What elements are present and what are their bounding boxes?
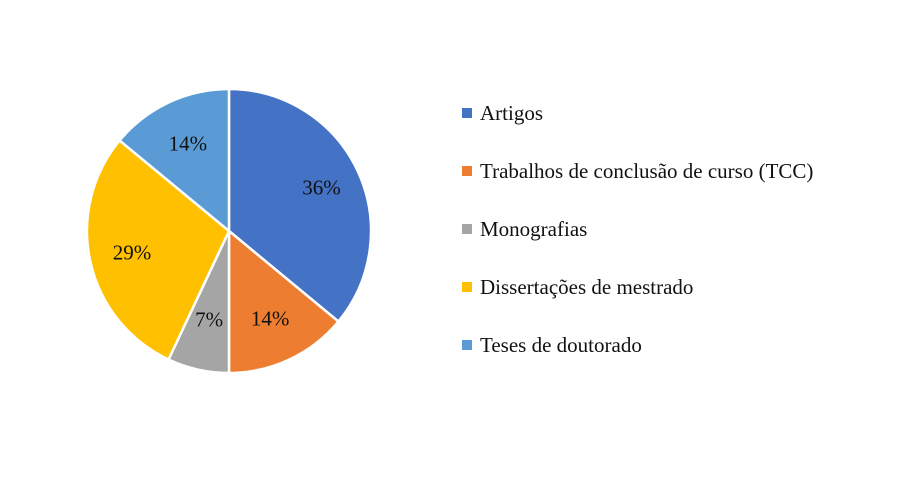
legend-swatch-icon (462, 108, 472, 118)
pie-slice-1 (227, 87, 373, 324)
legend: Artigos Trabalhos de conclusão de curso (… (462, 84, 813, 374)
pie-slices (85, 87, 373, 375)
legend-label: Dissertações de mestrado (480, 274, 694, 299)
legend-item-2: Trabalhos de conclusão de curso (TCC) (462, 142, 813, 200)
pie-slice-5 (117, 87, 231, 234)
data-label-4: 29% (113, 241, 152, 265)
pie-slice-4 (85, 138, 231, 362)
legend-label: Monografias (480, 216, 588, 241)
legend-swatch-icon (462, 340, 472, 350)
legend-swatch-icon (462, 166, 472, 176)
legend-item-5: Teses de doutorado (462, 316, 813, 374)
legend-item-4: Dissertações de mestrado (462, 258, 813, 316)
legend-label: Trabalhos de conclusão de curso (TCC) (480, 158, 814, 183)
data-label-3: 7% (195, 308, 223, 332)
legend-label: Teses de doutorado (480, 332, 642, 357)
data-label-1: 36% (302, 175, 341, 199)
legend-label: Artigos (480, 100, 543, 125)
legend-item-1: Artigos (462, 84, 813, 142)
data-label-5: 14% (169, 132, 208, 156)
pie-slice-2 (227, 228, 341, 375)
legend-item-3: Monografias (462, 200, 813, 258)
pie-data-labels: 36% 14% 7% 29% 14% (113, 132, 341, 332)
legend-swatch-icon (462, 282, 472, 292)
legend-swatch-icon (462, 224, 472, 234)
data-label-2: 14% (251, 306, 290, 330)
